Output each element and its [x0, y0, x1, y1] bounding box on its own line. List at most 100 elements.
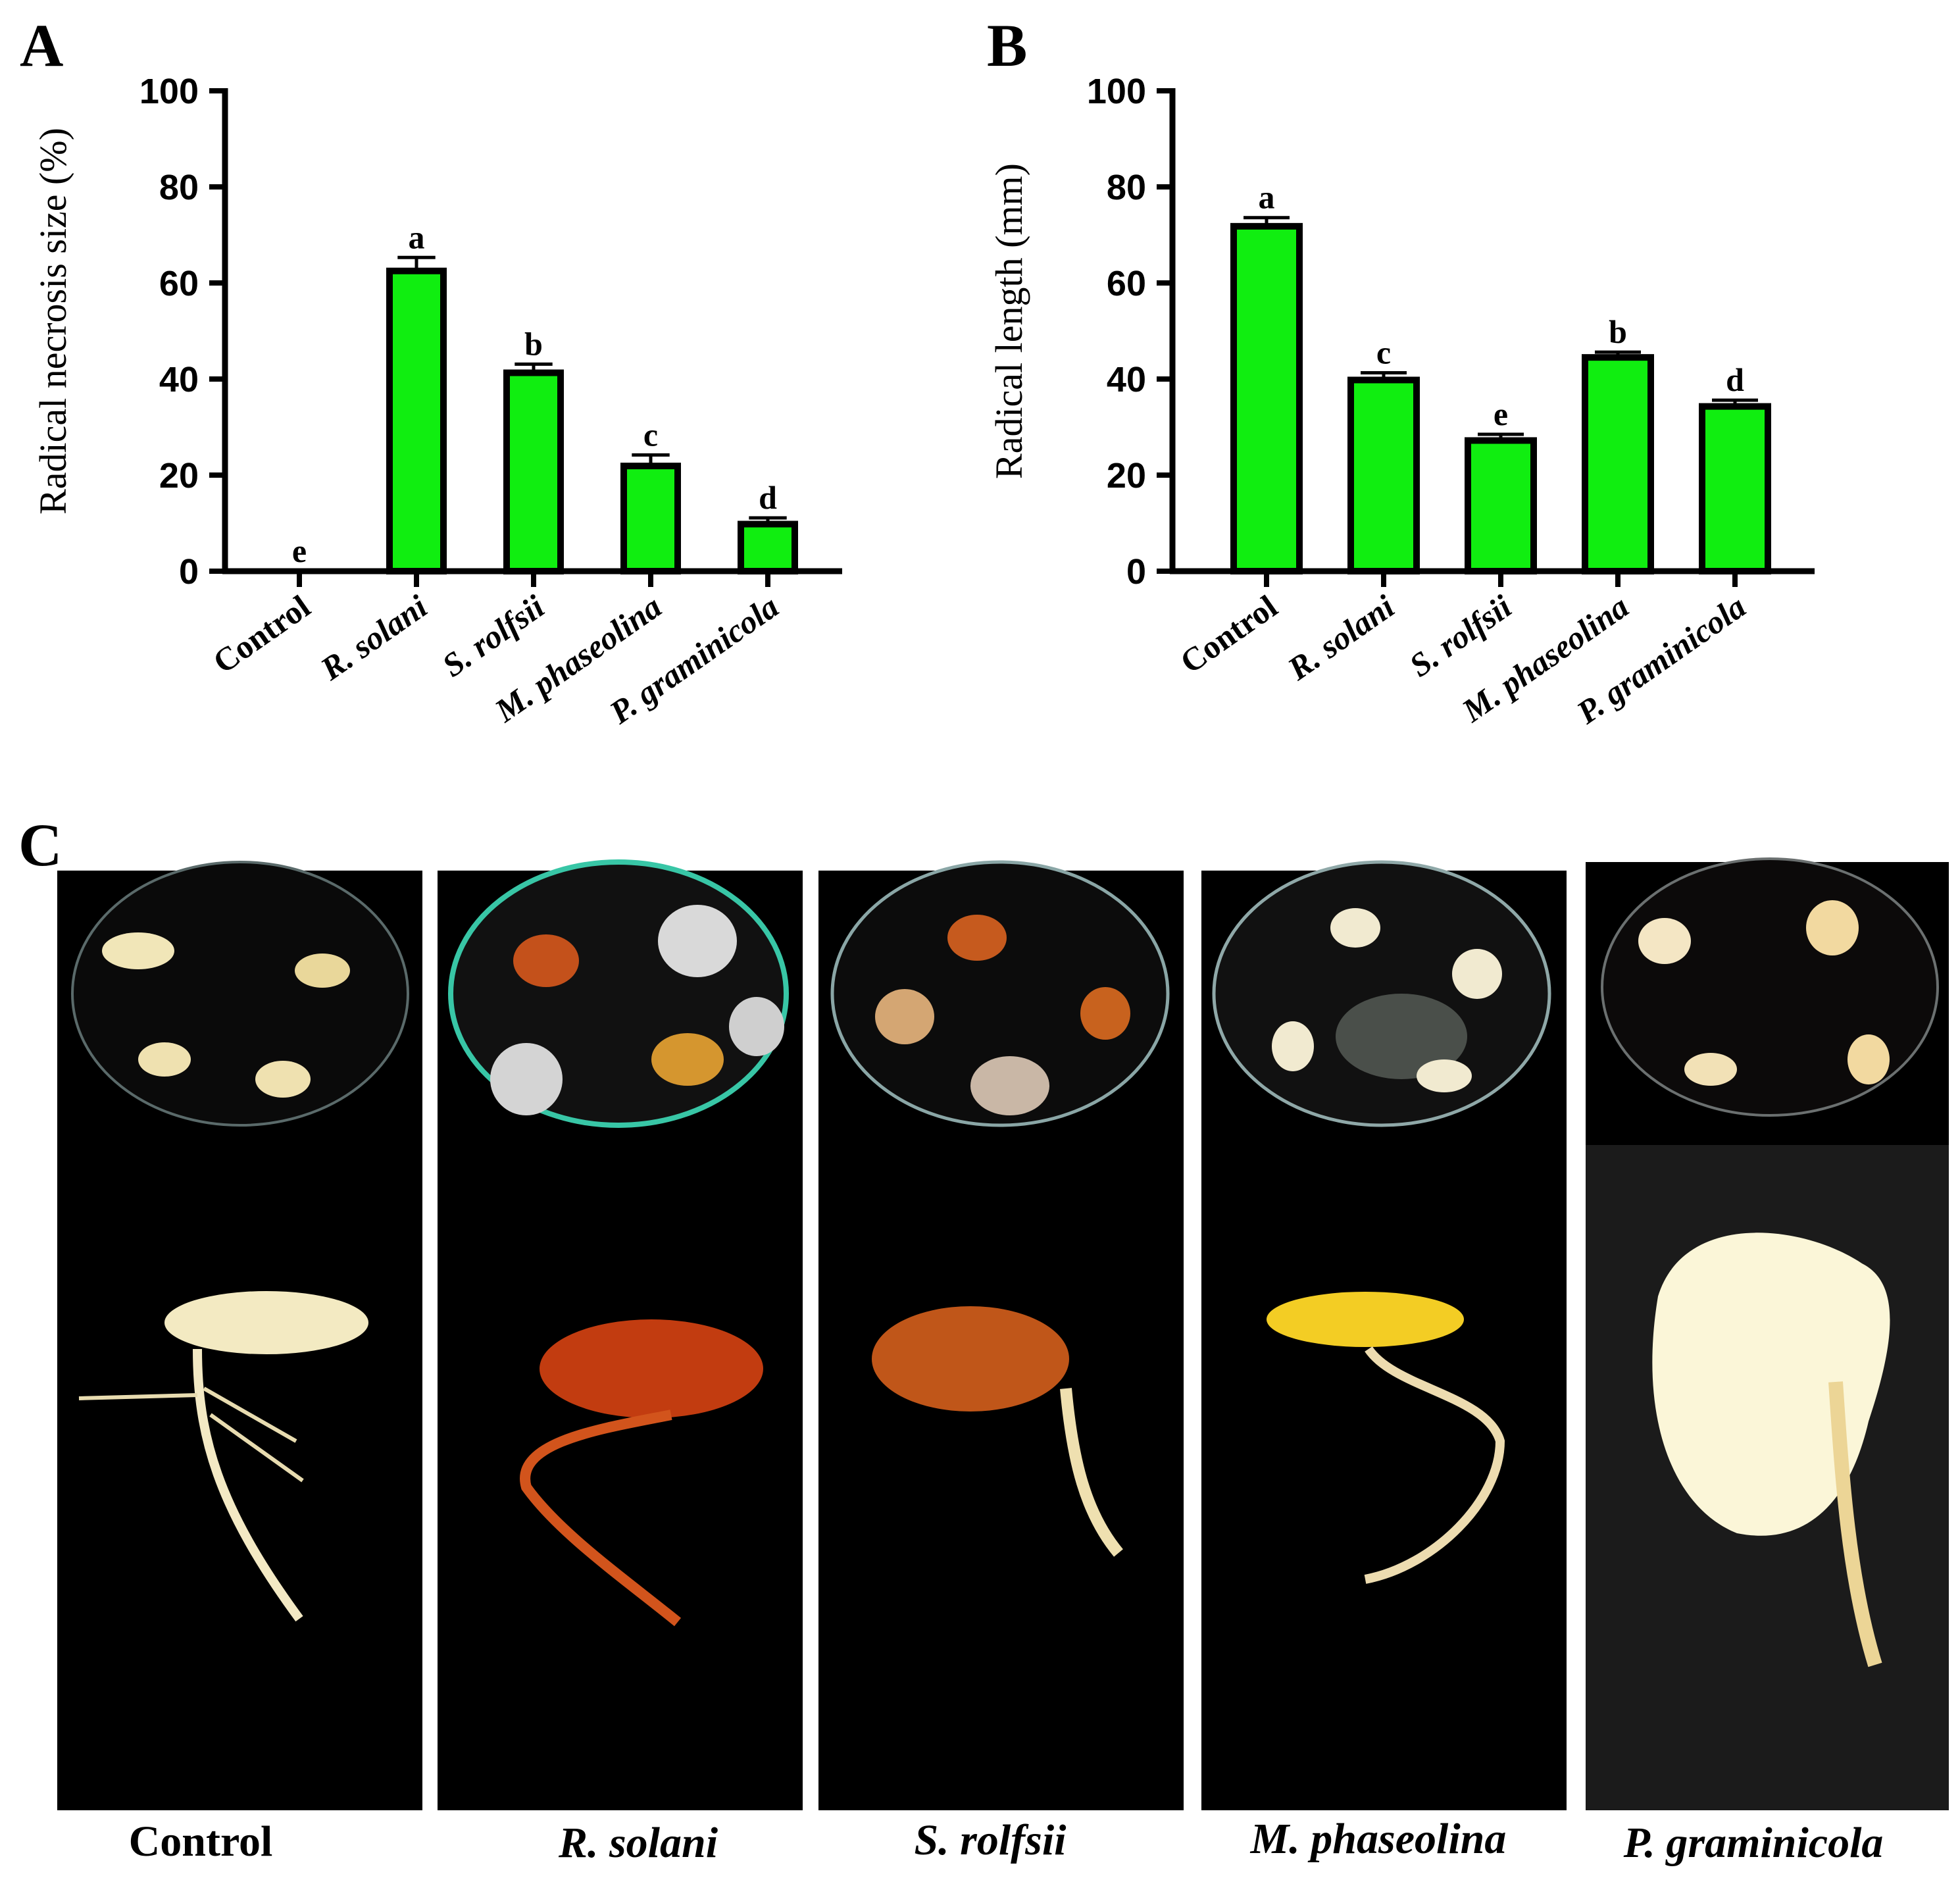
panel-b-letter: B — [987, 12, 1027, 79]
seedling-p-graminicola-seed — [1652, 1233, 1890, 1536]
panel-b-significance-s-rolfsii: e — [1494, 395, 1508, 432]
seed-s-rolfsii-1 — [947, 915, 1007, 961]
panel-a-y-tick-label: 20 — [159, 456, 199, 496]
panel-a-y-tick-label: 100 — [139, 72, 199, 111]
seed-m-phaseolina-2 — [1452, 949, 1502, 999]
mycelium-m-phaseolina — [1336, 994, 1467, 1079]
seedling-control-root — [193, 1348, 303, 1622]
panel-a-error-bar-s-rolfsii — [515, 362, 553, 373]
panel-c-letter: C — [18, 811, 62, 878]
panel-b-ylabel: Radical length (mm) — [988, 163, 1030, 479]
panel-b-significance-control: a — [1259, 179, 1275, 216]
panel-a-category-label-control: Control — [206, 588, 316, 680]
caption-r-solani: R. solani — [558, 1819, 718, 1867]
panel-b-category-label-r-solani: R. solani — [1280, 588, 1401, 688]
seed-s-rolfsii-2 — [875, 989, 934, 1044]
photo-s-rolfsii — [818, 860, 1184, 1810]
photo-control — [57, 861, 422, 1810]
photo-m-phaseolina — [1201, 860, 1567, 1810]
seed-m-phaseolina-3 — [1272, 1021, 1314, 1071]
mycelium-r-solani-2 — [729, 997, 784, 1056]
seed-s-rolfsii-3 — [1080, 987, 1130, 1040]
panel-a-bar-m-phaseolina — [620, 463, 681, 574]
seed-r-solani-2 — [651, 1033, 724, 1086]
caption-m-phaseolina: M. phaseolina — [1250, 1815, 1507, 1863]
seed-p-graminicola-1 — [1638, 918, 1691, 964]
panel-a-y-tick-label: 80 — [159, 168, 199, 207]
panel-b-category-label-control: Control — [1173, 588, 1284, 680]
seedling-p-graminicola-root — [1828, 1381, 1882, 1667]
panel-b-bar-m-phaseolina — [1582, 354, 1654, 575]
seedling-r-solani-seed — [540, 1319, 763, 1418]
panel-a-error-bar-r-solani — [397, 255, 436, 271]
seedling-r-solani-root — [520, 1410, 682, 1627]
seed-p-graminicola-3 — [1684, 1053, 1737, 1086]
panel-b-y-tick-label: 20 — [1107, 456, 1146, 496]
caption-control: Control — [129, 1818, 273, 1866]
seed-control-3 — [138, 1042, 191, 1077]
caption-p-graminicola: P. graminicola — [1623, 1819, 1884, 1867]
panel-a-bar-p-graminicola — [738, 521, 798, 575]
panel-b-bar-p-graminicola — [1699, 403, 1771, 574]
panel-c: C — [18, 811, 1949, 1867]
panel-a: A Radical necrosis size (%) 0 20 40 60 80 100… — [20, 12, 842, 731]
panel-b-significance-p-graminicola: d — [1726, 361, 1744, 398]
mycelium-s-rolfsii — [970, 1056, 1049, 1115]
panel-b-significance-m-phaseolina: b — [1609, 313, 1627, 350]
panel-b-error-bar-r-solani — [1361, 371, 1407, 380]
photo-p-graminicola — [1586, 857, 1949, 1810]
mycelium-r-solani-3 — [490, 1043, 563, 1115]
panel-a-bar-s-rolfsii — [503, 369, 564, 574]
petri-dish-control — [71, 861, 409, 1127]
panel-b-y-tick-label: 80 — [1107, 168, 1146, 207]
panel-b-y-tick-label: 100 — [1087, 72, 1146, 111]
seed-control-1 — [102, 932, 174, 969]
panel-a-category-label-r-solani: R. solani — [313, 588, 434, 688]
panel-a-ylabel: Radical necrosis size (%) — [32, 128, 74, 515]
panel-b-error-bar-p-graminicola — [1712, 398, 1758, 407]
panel-b-bar-r-solani — [1347, 376, 1420, 575]
panel-b-bar-s-rolfsii — [1465, 437, 1537, 574]
panel-a-error-bar-m-phaseolina — [632, 453, 670, 467]
panel-a-y-tick-label: 0 — [179, 552, 199, 592]
panel-b-error-bar-m-phaseolina — [1595, 350, 1641, 358]
photo-r-solani — [438, 859, 803, 1810]
panel-a-bar-r-solani — [386, 267, 447, 574]
seed-p-graminicola-4 — [1847, 1034, 1890, 1084]
petri-dish-m-phaseolina — [1212, 860, 1551, 1127]
seed-control-2 — [295, 954, 350, 988]
seedling-control-seed — [164, 1291, 368, 1354]
seedling-m-phaseolina-root — [1364, 1346, 1505, 1584]
panel-a-significance-m-phaseolina: c — [643, 416, 658, 453]
petri-dish-p-graminicola — [1601, 857, 1939, 1117]
panel-b-bar-control — [1230, 222, 1303, 574]
panel-a-y-tick-label: 60 — [159, 264, 199, 303]
seed-p-graminicola-2 — [1806, 900, 1859, 955]
mycelium-r-solani-1 — [658, 905, 737, 977]
panel-b-y-tick-label: 40 — [1107, 360, 1146, 399]
panel-b-significance-r-solani: c — [1376, 334, 1391, 371]
panel-a-error-bar-p-graminicola — [749, 516, 787, 524]
panel-b: B Radical length (mm) 0 20 40 60 80 100 a Contr… — [987, 12, 1815, 731]
seedling-s-rolfsii-root — [1060, 1388, 1123, 1557]
caption-s-rolfsii: S. rolfsii — [914, 1816, 1067, 1864]
panel-a-significance-p-graminicola: d — [759, 479, 777, 516]
seed-control-4 — [255, 1061, 311, 1098]
panel-a-letter: A — [20, 12, 63, 79]
panel-b-error-bar-s-rolfsii — [1478, 432, 1524, 441]
seedling-m-phaseolina-seed — [1267, 1292, 1464, 1347]
panel-b-y-tick-label: 0 — [1126, 552, 1146, 592]
seed-m-phaseolina-4 — [1417, 1059, 1472, 1092]
panel-a-y-tick-label: 40 — [159, 360, 199, 399]
seedling-control-lateral-roots — [78, 1386, 304, 1483]
seed-m-phaseolina-1 — [1330, 908, 1380, 948]
petri-dish-s-rolfsii — [830, 860, 1170, 1127]
seedling-s-rolfsii-seed — [872, 1306, 1069, 1412]
panel-b-error-bar-control — [1244, 216, 1290, 226]
seed-r-solani-1 — [513, 934, 579, 987]
panel-a-significance-r-solani: a — [409, 218, 425, 255]
panel-a-significance-s-rolfsii: b — [524, 325, 543, 362]
